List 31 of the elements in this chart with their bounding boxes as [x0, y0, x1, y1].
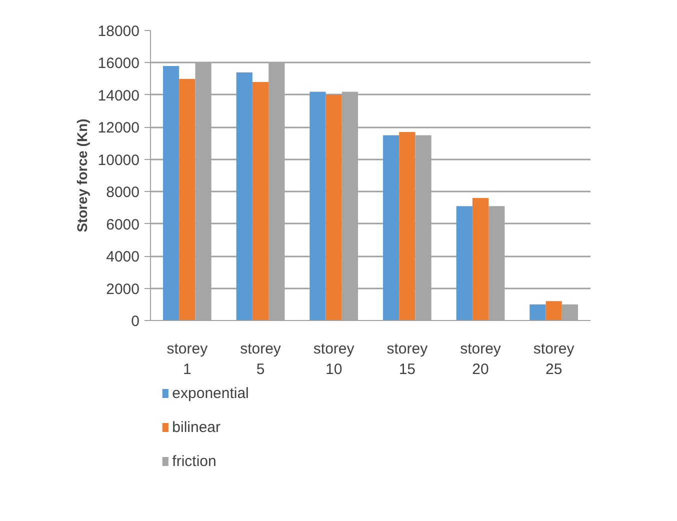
- y-axis-title: Storey force (Kn): [74, 118, 90, 232]
- y-tick-label: 2000: [106, 280, 140, 298]
- y-tick-label: 4000: [106, 248, 140, 266]
- bar: [162, 66, 180, 320]
- bar: [399, 132, 416, 320]
- y-tick-label: 0: [131, 313, 140, 330]
- y-tick-label: 10000: [98, 152, 140, 169]
- legend-label: friction: [172, 453, 216, 470]
- bar: [472, 198, 489, 320]
- bar: [236, 72, 252, 320]
- x-tick-label: storey 10: [313, 340, 355, 378]
- x-tick-label: storey 25: [533, 340, 575, 378]
- x-tick-label: storey 20: [460, 340, 502, 378]
- y-tick-label: 14000: [98, 87, 140, 104]
- y-tick-label: 6000: [106, 216, 140, 234]
- legend-label: bilinear: [172, 419, 221, 436]
- bar: [310, 92, 326, 320]
- legend-label: exponential: [172, 385, 249, 402]
- bar: [382, 135, 400, 320]
- bar: [530, 304, 546, 320]
- bar: [326, 94, 342, 320]
- bar: [546, 301, 562, 320]
- y-tick-label: 16000: [98, 55, 140, 72]
- bar: [252, 82, 269, 320]
- bar: [179, 78, 196, 320]
- y-tick-label: 8000: [106, 184, 140, 202]
- y-tick-label: 12000: [98, 120, 140, 137]
- y-tick-label: 18000: [98, 23, 140, 40]
- bar: [456, 206, 472, 320]
- x-tick-label: storey 15: [386, 340, 428, 378]
- x-tick-label: storey 5: [240, 340, 282, 378]
